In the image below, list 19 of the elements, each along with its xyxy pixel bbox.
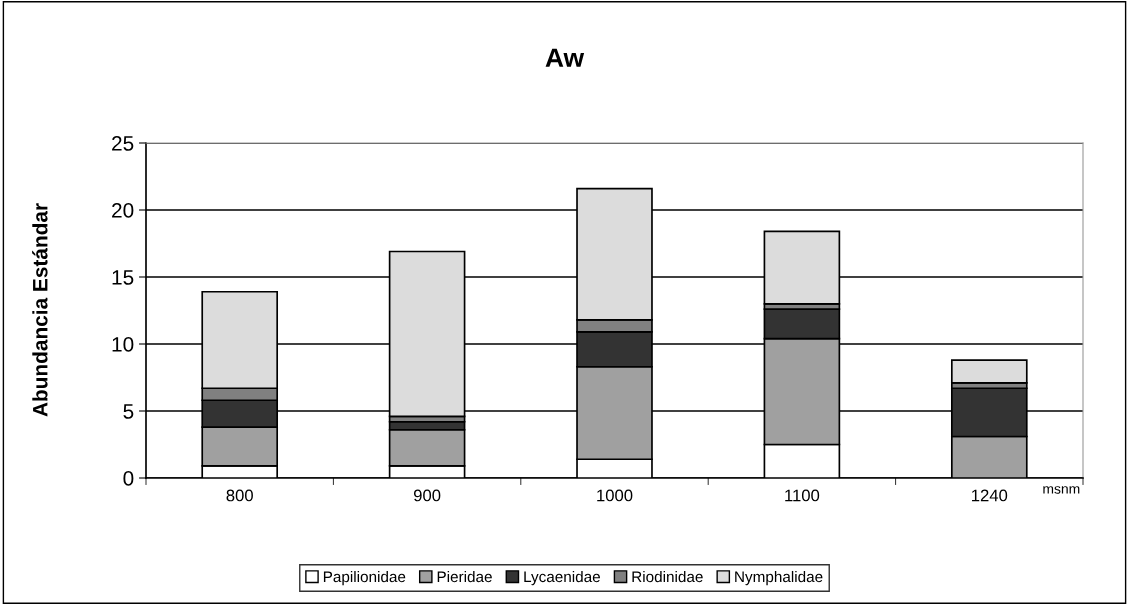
legend-label: Pieridae (437, 570, 492, 583)
x-tick-label: 1100 (785, 489, 820, 502)
x-tick-label: 1240 (972, 489, 1008, 502)
legend-label: Lycaenidae (524, 570, 600, 586)
x-tick-label: 800 (226, 489, 253, 502)
y-tick-label: 15 (112, 270, 134, 285)
x-tick-label: 900 (413, 489, 441, 502)
legend-label: Papilionidae (323, 570, 406, 586)
y-tick-label: 5 (123, 404, 134, 419)
legend-label: Riodinidae (632, 570, 703, 583)
chart-title: Aw (545, 48, 585, 67)
y-tick-label: 10 (112, 337, 134, 352)
y-tick-label: 20 (112, 203, 134, 218)
legend-label: Nymphalidae (735, 570, 823, 586)
x-axis-title: msnm (1043, 486, 1080, 494)
y-axis-title: Abundancia Estándar (32, 203, 48, 417)
y-tick-label: 25 (112, 136, 134, 151)
y-tick-label: 0 (123, 471, 134, 486)
x-tick-label: 1000 (597, 489, 633, 502)
